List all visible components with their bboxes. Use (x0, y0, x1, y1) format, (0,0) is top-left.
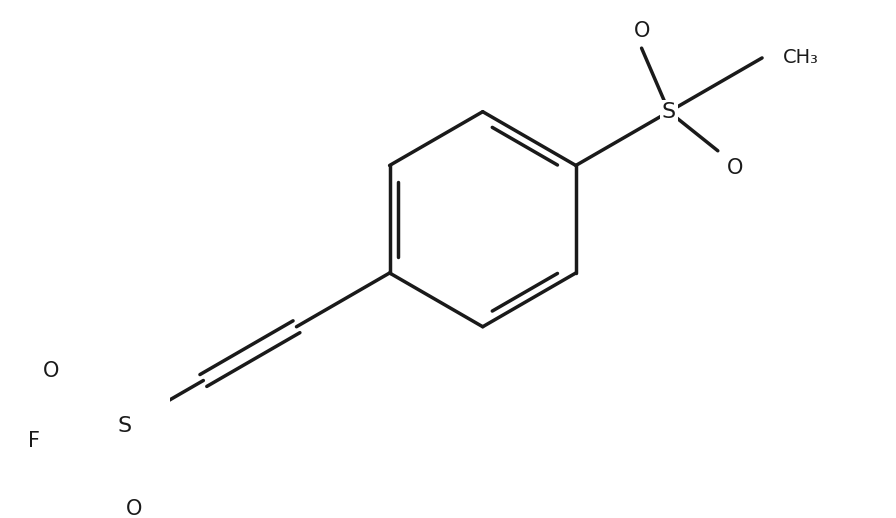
Text: S: S (662, 102, 676, 122)
Text: CH₃: CH₃ (783, 48, 819, 67)
Text: O: O (125, 499, 142, 518)
Text: S: S (117, 416, 132, 436)
Text: O: O (43, 362, 59, 381)
Text: O: O (728, 159, 744, 178)
Text: O: O (633, 21, 650, 40)
Text: F: F (29, 431, 40, 451)
